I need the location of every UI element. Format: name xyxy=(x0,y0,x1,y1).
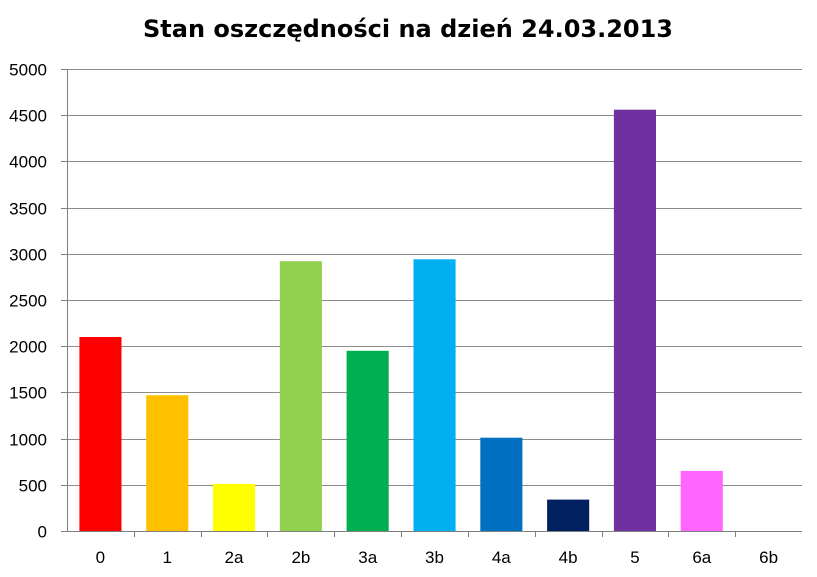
y-tick-label: 0 xyxy=(38,523,47,542)
bar-3b xyxy=(413,259,456,531)
x-tick-label: 2b xyxy=(291,548,310,567)
x-tick-labels: 0 1 2a 2b 3a 3b 4a 4b 5 6a 6b xyxy=(96,548,778,567)
bar-2a xyxy=(213,483,256,531)
x-tick-label: 6b xyxy=(759,548,778,567)
y-tick-labels: 0 500 1000 1500 2000 2500 3000 3500 4000 4500 5000 xyxy=(9,61,47,542)
x-tick-label: 4b xyxy=(559,548,578,567)
y-tick-label: 3000 xyxy=(9,246,47,265)
y-tick-label: 1000 xyxy=(9,431,47,450)
y-tick-label: 2500 xyxy=(9,292,47,311)
x-tick-label: 4a xyxy=(492,548,511,567)
bar-5 xyxy=(613,109,656,531)
x-tick-label: 2a xyxy=(225,548,244,567)
x-tick-label: 3b xyxy=(425,548,444,567)
x-tick-label: 5 xyxy=(630,548,639,567)
y-tick-label: 4500 xyxy=(9,107,47,126)
bar-4a xyxy=(480,437,523,531)
y-tick-label: 3500 xyxy=(9,200,47,219)
bar-6a xyxy=(680,470,723,531)
x-tick-label: 3a xyxy=(358,548,377,567)
x-tick-label: 6a xyxy=(692,548,711,567)
bar-2b xyxy=(279,261,322,531)
chart-title: Stan oszczędności na dzień 24.03.2013 xyxy=(143,15,673,43)
axes xyxy=(61,69,802,532)
x-tick-label: 0 xyxy=(96,548,105,567)
y-tick-label: 4000 xyxy=(9,153,47,172)
bar-0 xyxy=(79,337,122,531)
y-tick-label: 5000 xyxy=(9,61,47,80)
bars xyxy=(79,109,723,531)
bar-4b xyxy=(547,499,590,531)
bar-3a xyxy=(346,350,389,531)
bar-1 xyxy=(146,395,189,531)
y-tick-label: 1500 xyxy=(9,384,47,403)
y-tick-label: 500 xyxy=(19,477,47,496)
x-tick-label: 1 xyxy=(162,548,171,567)
y-tick-label: 2000 xyxy=(9,338,47,357)
